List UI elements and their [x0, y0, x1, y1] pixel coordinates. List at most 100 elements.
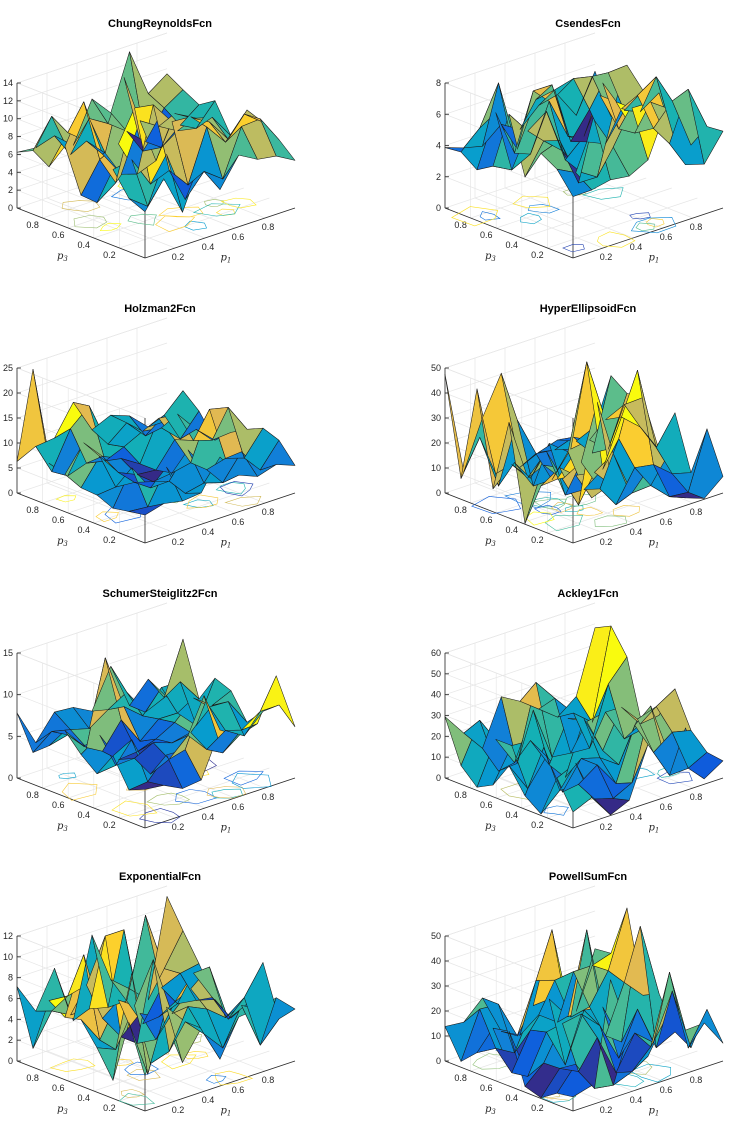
- p3-axis-label: p3: [57, 536, 68, 548]
- p3-tick-label: 0.6: [480, 1083, 493, 1093]
- p3-axis-label: p3: [57, 1104, 68, 1116]
- z-tick-label: 20: [431, 438, 441, 448]
- p3-tick-label: 0.6: [480, 515, 493, 525]
- z-tick-label: 0: [8, 203, 13, 213]
- contour-line: [562, 244, 585, 253]
- p1-tick-label: 0.8: [262, 507, 275, 517]
- surface-mesh: [16, 638, 296, 791]
- p3-tick-label: 0.2: [103, 250, 116, 260]
- z-tick-label: 40: [431, 690, 441, 700]
- p1-tick-label: 0.4: [202, 812, 215, 822]
- p3-axis-line: [16, 207, 146, 259]
- plot-title: SchumerSteiglitz2Fcn: [103, 588, 218, 600]
- p1-tick-label: 0.2: [600, 822, 613, 832]
- z-tick-label: 60: [431, 648, 441, 658]
- contour-line: [231, 773, 272, 789]
- z-tick-label: 0: [436, 488, 441, 498]
- p3-tick-label: 0.6: [480, 230, 493, 240]
- z-tick-label: 0: [8, 488, 13, 498]
- contour-line: [219, 481, 254, 497]
- p3-tick-label: 0.6: [52, 1083, 65, 1093]
- surface-mesh: [16, 51, 296, 213]
- p1-tick-label: 0.6: [232, 517, 245, 527]
- contour-line: [206, 786, 247, 799]
- contour-line: [55, 495, 77, 503]
- p1-tick-label: 0.8: [690, 792, 703, 802]
- p3-axis-line: [444, 1060, 574, 1112]
- p1-tick-label: 0.2: [600, 537, 613, 547]
- p1-tick-label: 0.8: [262, 222, 275, 232]
- z-tick-label: 10: [3, 952, 13, 962]
- contour-line: [471, 496, 522, 515]
- surface-mesh: [444, 361, 724, 524]
- p1-axis-line: [144, 207, 296, 259]
- contour-line: [635, 222, 655, 232]
- surface-mesh: [16, 896, 296, 1081]
- p1-tick-label: 0.4: [630, 812, 643, 822]
- surface-face: [687, 88, 724, 165]
- p3-tick-label: 0.4: [506, 810, 519, 820]
- z-tick-label: 0: [436, 203, 441, 213]
- z-tick-label: 30: [431, 981, 441, 991]
- z-tick-label: 15: [3, 413, 13, 423]
- p1-axis-line: [572, 492, 724, 544]
- p1-axis-line: [572, 1060, 724, 1112]
- contour-line: [612, 505, 640, 517]
- contour-line: [111, 800, 158, 817]
- z-tick-label: 10: [431, 752, 441, 762]
- p1-tick-label: 0.2: [600, 252, 613, 262]
- contour-line: [629, 212, 651, 220]
- z-tick-label: 0: [436, 773, 441, 783]
- z-tick-label: 50: [431, 931, 441, 941]
- p3-tick-label: 0.8: [26, 220, 39, 230]
- z-tick-label: 10: [3, 114, 13, 124]
- contour-line: [512, 195, 551, 209]
- contour-line: [594, 515, 628, 527]
- contour-line: [224, 495, 262, 507]
- p3-axis-line: [444, 492, 574, 544]
- p1-tick-label: 0.2: [600, 1105, 613, 1115]
- p1-tick-label: 0.4: [630, 242, 643, 252]
- contour-line: [95, 511, 119, 522]
- p3-tick-label: 0.4: [78, 1093, 91, 1103]
- contour-line: [520, 212, 542, 225]
- p1-tick-label: 0.4: [202, 527, 215, 537]
- p3-tick-label: 0.4: [506, 1093, 519, 1103]
- p3-tick-label: 0.4: [78, 525, 91, 535]
- p1-tick-label: 0.8: [690, 1075, 703, 1085]
- p3-axis-line: [444, 777, 574, 829]
- plot-title: ChungReynoldsFcn: [108, 18, 212, 30]
- p1-axis-label: p1: [649, 1106, 660, 1118]
- contour-line: [61, 200, 101, 212]
- p1-axis-line: [144, 492, 296, 544]
- contour-line: [576, 506, 604, 516]
- plot-title: PowellSumFcn: [549, 871, 628, 883]
- p1-tick-label: 0.6: [660, 802, 673, 812]
- p3-tick-label: 0.2: [531, 535, 544, 545]
- z-tick-label: 10: [431, 1031, 441, 1041]
- contour-line: [146, 792, 191, 806]
- z-tick-label: 12: [3, 931, 13, 941]
- surface-face: [594, 798, 630, 816]
- surface-mesh: [444, 625, 724, 816]
- p1-tick-label: 0.6: [660, 517, 673, 527]
- contour-line: [182, 499, 214, 508]
- p3-tick-label: 0.4: [506, 240, 519, 250]
- contour-line: [220, 197, 257, 209]
- p3-tick-label: 0.8: [454, 790, 467, 800]
- z-tick-label: 6: [8, 149, 13, 159]
- contour-line: [161, 1054, 197, 1070]
- axes: [444, 82, 724, 259]
- p1-tick-label: 0.4: [202, 242, 215, 252]
- surface-plot: PowellSumFcn 0 10 20 30 40 50 0.2 0.4 0.6 0.8 0.2 0.…: [431, 871, 724, 1118]
- surface-plot: CsendesFcn 0 2 4 6 8 0.2 0.4 0.6 0.8 0.2 0.4 0.6 0.8 p…: [436, 18, 724, 265]
- contour-line: [99, 222, 122, 232]
- p1-tick-label: 0.8: [690, 507, 703, 517]
- plot-title: CsendesFcn: [555, 18, 621, 30]
- z-tick-label: 40: [431, 388, 441, 398]
- p3-axis-label: p3: [57, 251, 68, 263]
- p1-axis-line: [572, 777, 724, 829]
- surface-mesh: [16, 368, 296, 516]
- p3-tick-label: 0.8: [454, 1073, 467, 1083]
